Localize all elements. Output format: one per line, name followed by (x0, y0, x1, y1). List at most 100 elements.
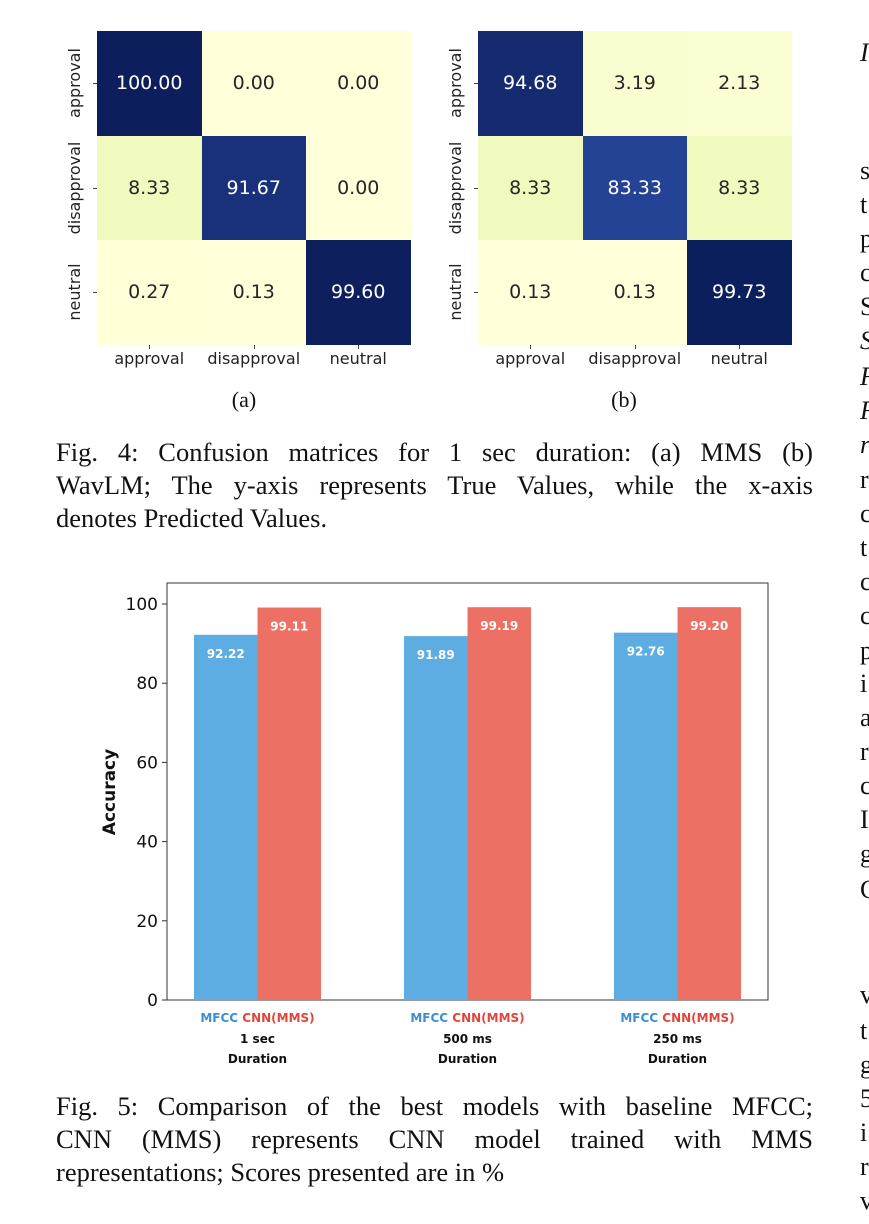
heatmap-cell: 83.33 (582, 135, 687, 240)
side-column-glyph: r (860, 737, 869, 766)
bar-value-label: 91.89 (417, 648, 455, 662)
caption-line: Fig. 5: Comparison of the best models wi… (56, 1091, 813, 1121)
x-axis-title: Duration (438, 1052, 497, 1066)
side-column-glyph: C (860, 875, 869, 904)
x-axis-title: Duration (228, 1052, 287, 1066)
side-column-glyph: s (860, 156, 869, 185)
side-column-glyph: t (860, 1016, 868, 1045)
heatmap-cell: 2.13 (687, 31, 792, 136)
x-tick (149, 344, 151, 349)
heatmap-cell: 91.67 (201, 135, 306, 240)
side-column-glyph: p (860, 636, 869, 665)
side-column-glyph: c (860, 567, 869, 596)
caption-line: WavLM; The y-axis represents True Values… (56, 470, 813, 500)
side-column-glyph: v (860, 980, 869, 1009)
side-column-glyph: r (860, 430, 869, 460)
x-tick (530, 344, 532, 349)
caption-line: denotes Predicted Values. (56, 503, 328, 533)
legend-mfcc: MFCC (200, 1011, 238, 1025)
side-column-glyph: I (860, 805, 869, 834)
side-column-glyph: F (860, 362, 869, 392)
y-tick (474, 292, 478, 294)
y-tick-label: 20 (136, 912, 158, 932)
y-tick (93, 187, 97, 189)
x-axis-label: neutral (329, 348, 387, 368)
bar-value-label: 99.20 (690, 619, 728, 633)
side-column-glyph: t (860, 533, 868, 562)
x-axis-label: approval (114, 348, 185, 368)
subcaption-b: (b) (611, 387, 637, 412)
side-column-glyph: c (860, 258, 869, 287)
side-column-glyph: i (860, 669, 868, 698)
heatmap-cell: 0.13 (478, 240, 583, 345)
y-axis-title: Accuracy (100, 749, 120, 835)
group-series-legend: MFCC CNN(MMS) (200, 1011, 314, 1025)
group-series-legend: MFCC CNN(MMS) (410, 1011, 524, 1025)
bar-mfcc (614, 632, 678, 1000)
x-axis-label: disapproval (207, 348, 301, 368)
side-column-glyph: a (860, 703, 869, 732)
confusion-matrix-a: 100.00 0.00 0.00 8.33 91.67 0.00 0.27 0.13 99.60… (0, 0, 440, 420)
x-axis-label: neutral (710, 348, 768, 368)
accuracy-bar-chart: 0 20 40 60 80 100 Accuracy 92.22 99.11 MFCC CNN(M… (100, 582, 769, 1066)
y-tick-label: 80 (136, 674, 158, 694)
side-column-glyph: r (860, 1152, 869, 1181)
heatmap-cell: 0.27 (97, 240, 202, 345)
y-tick-label: 100 (126, 595, 158, 615)
heatmap-cell: 3.19 (582, 31, 687, 136)
side-column-glyph: c (860, 601, 869, 630)
bar-cnn-mms- (257, 607, 321, 1000)
bar-cnn-mms- (467, 607, 531, 1000)
y-tick-label: 0 (147, 991, 158, 1011)
x-axis-label: approval (495, 348, 566, 368)
y-axis-label: approval (446, 48, 465, 119)
side-column-glyph: F (860, 396, 869, 426)
bar-value-label: 99.11 (270, 620, 308, 634)
x-axis-title: Duration (648, 1052, 707, 1066)
heatmap-cell: 100.00 (97, 31, 202, 136)
heatmap-cell: 99.73 (687, 240, 792, 345)
legend-cnn-mms-: CNN(MMS) (448, 1011, 525, 1025)
x-tick (739, 344, 741, 349)
x-category-label: 500 ms (443, 1032, 492, 1046)
legend-mfcc: MFCC (410, 1011, 448, 1025)
side-column-glyph: c (860, 771, 869, 800)
heatmap-cell: 8.33 (478, 135, 583, 240)
legend-mfcc: MFCC (620, 1011, 658, 1025)
heatmap-cell: 0.13 (201, 240, 306, 345)
heatmap-cell: 0.00 (306, 135, 411, 240)
caption-line: Fig. 4: Confusion matrices for 1 sec dur… (56, 437, 813, 467)
confusion-matrix-b: 94.68 3.19 2.13 8.33 83.33 8.33 0.13 0.13 99.73 a… (0, 0, 869, 420)
x-tick (358, 344, 360, 349)
legend-cnn-mms-: CNN(MMS) (238, 1011, 315, 1025)
x-category-label: 1 sec (240, 1032, 275, 1046)
y-axis-label: disapproval (446, 141, 465, 235)
x-tick (253, 344, 255, 349)
y-tick (474, 187, 478, 189)
bar-mfcc (194, 634, 258, 1000)
side-column-glyph: g (860, 1050, 869, 1079)
heatmap-cell: 99.60 (306, 240, 411, 345)
bar-cnn-mms- (677, 607, 741, 1000)
side-column-glyph: S (860, 292, 869, 321)
heatmap-cell: 8.33 (97, 135, 202, 240)
bar-value-label: 92.76 (627, 645, 665, 659)
side-column-glyph: v (860, 1186, 869, 1215)
subcaption-a: (a) (231, 387, 257, 412)
bar-value-label: 92.22 (207, 647, 245, 661)
legend-cnn-mms-: CNN(MMS) (658, 1011, 735, 1025)
side-column-glyph: c (860, 499, 869, 528)
y-axis-label: neutral (446, 263, 465, 321)
x-category-label: 250 ms (653, 1032, 702, 1046)
side-column-glyph: i (860, 1118, 868, 1147)
side-column-glyph: p (860, 224, 869, 253)
heatmap-cell: 0.00 (201, 31, 306, 136)
caption-line: representations; Scores presented are in… (56, 1157, 505, 1187)
side-column-glyph: I (860, 38, 869, 67)
side-column-glyph: t (860, 190, 868, 219)
heatmap-cell: 8.33 (687, 135, 792, 240)
side-column-glyph: S (860, 326, 869, 356)
figure5-caption: Fig. 5: Comparison of the best models wi… (56, 1090, 813, 1189)
y-tick (93, 83, 97, 85)
heatmap-cell: 94.68 (478, 31, 583, 136)
